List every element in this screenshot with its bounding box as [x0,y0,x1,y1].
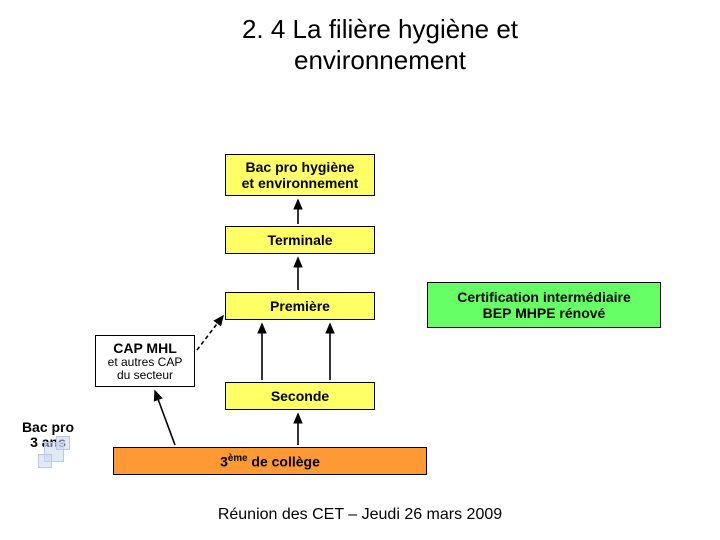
arrow-cap-premiere [197,316,223,350]
arrow-college-cap [155,391,175,445]
arrows-layer [0,0,720,540]
slide-footer: Réunion des CET – Jeudi 26 mars 2009 [0,506,720,524]
